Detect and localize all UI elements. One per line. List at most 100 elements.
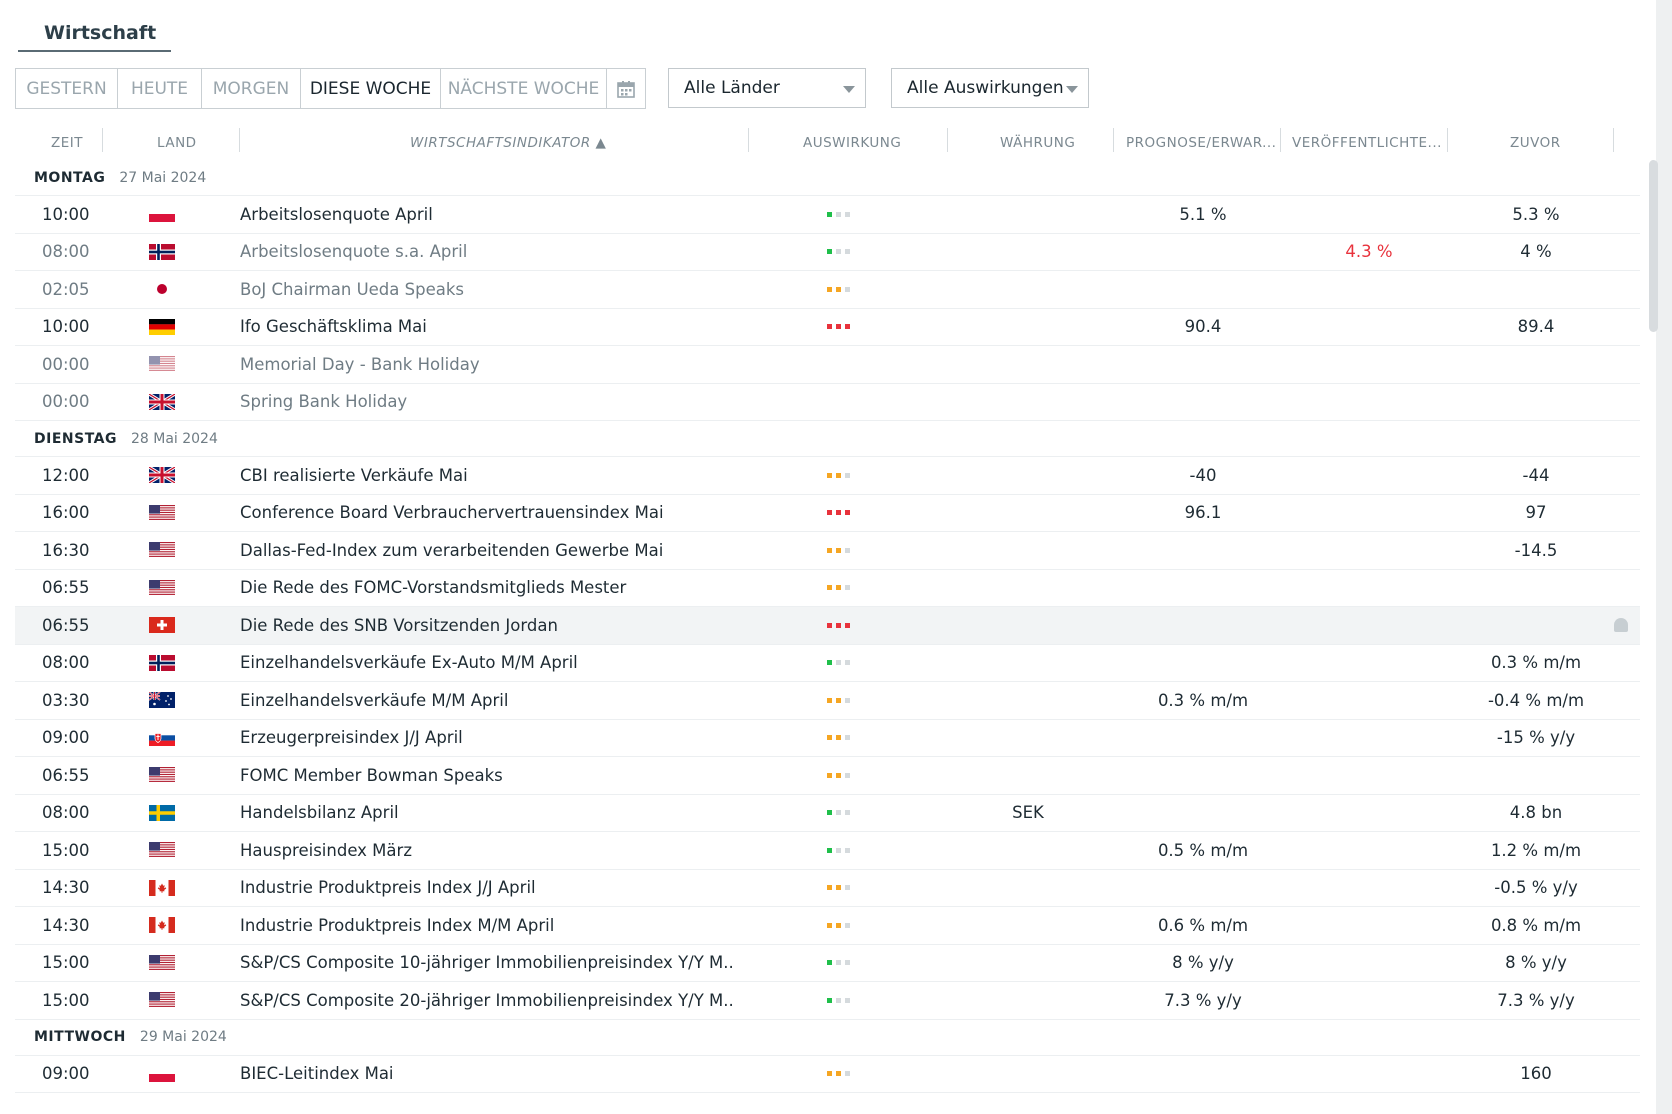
impact-dot — [836, 697, 841, 703]
col-prognose[interactable]: PROGNOSE/ERWAR... — [1126, 135, 1277, 151]
table-row[interactable]: 16:00 Conference Board Verbrauchervertrau… — [15, 495, 1640, 532]
table-row[interactable]: 10:00 Arbeitslosenquote April 5.1 % 5.3 % — [15, 196, 1640, 234]
table-row[interactable]: 15:00 Hauspreisindex März 0.5 % m/m 1.2 % m… — [15, 832, 1640, 870]
tab-diese-woche[interactable]: DIESE WOCHE — [301, 69, 441, 108]
event-currency — [973, 234, 1083, 271]
table-row[interactable]: 03:30 Einzelhandelsverkäufe M/M April 0.3 … — [15, 682, 1640, 720]
event-name[interactable]: S&P/CS Composite 10-jähriger Immobilienp… — [240, 953, 734, 973]
event-name[interactable]: S&P/CS Composite 20-jähriger Immobilienp… — [240, 990, 734, 1010]
event-previous: -14.5 — [1514, 540, 1558, 560]
impact-dots — [827, 1071, 850, 1077]
event-name[interactable]: Handelsbilanz April — [240, 803, 399, 823]
event-name[interactable]: Die Rede des FOMC-Vorstandsmitglieds Mes… — [240, 578, 627, 598]
flag-image — [149, 879, 175, 896]
event-name[interactable]: Industrie Produktpreis Index J/J April — [240, 878, 536, 898]
impact-dot — [836, 772, 841, 778]
table-row[interactable]: 06:55 Die Rede des SNB Vorsitzenden Jorda… — [15, 607, 1640, 645]
col-land[interactable]: LAND — [157, 135, 197, 151]
flag-us-icon — [149, 757, 175, 794]
flag-us-icon — [149, 346, 175, 383]
country-select-value: Alle Länder — [684, 78, 780, 98]
table-row[interactable]: 06:55 Die Rede des FOMC-Vorstandsmitglied… — [15, 570, 1640, 607]
col-veroeffentlicht[interactable]: VERÖFFENTLICHTE... — [1292, 135, 1442, 151]
day-name: DIENSTAG — [34, 430, 117, 447]
impact-select[interactable]: Alle Auswirkungen — [891, 68, 1089, 108]
impact-dot — [836, 960, 841, 966]
event-time: 08:00 — [42, 803, 90, 823]
event-time: 14:30 — [42, 915, 90, 935]
table-row[interactable]: 00:00 Spring Bank Holiday — [15, 384, 1640, 421]
flag-us-icon — [149, 982, 175, 1019]
impact-dot — [836, 885, 841, 891]
right-edge-bar — [1656, 0, 1672, 1114]
impact-indicator — [827, 870, 850, 907]
event-name[interactable]: Einzelhandelsverkäufe Ex-Auto M/M April — [240, 653, 578, 673]
event-previous: -44 — [1522, 465, 1550, 485]
bell-icon[interactable] — [1614, 618, 1628, 632]
impact-dots — [827, 547, 850, 553]
impact-dot — [827, 211, 832, 217]
event-name[interactable]: Die Rede des SNB Vorsitzenden Jordan — [240, 615, 558, 635]
tab-gestern[interactable]: GESTERN — [16, 69, 118, 108]
table-row[interactable]: 08:00 Arbeitslosenquote s.a. April 4.3 % 4 … — [15, 234, 1640, 271]
event-forecast: 96.1 — [1184, 503, 1222, 523]
table-row[interactable]: 02:05 BoJ Chairman Ueda Speaks — [15, 271, 1640, 309]
event-name[interactable]: Ifo Geschäftsklima Mai — [240, 317, 427, 337]
table-row[interactable]: 10:00 Ifo Geschäftsklima Mai 90.4 89.4 — [15, 309, 1640, 346]
flag-us-icon — [149, 570, 175, 607]
event-name[interactable]: FOMC Member Bowman Speaks — [240, 765, 503, 785]
event-name[interactable]: Erzeugerpreisindex J/J April — [240, 728, 463, 748]
event-name[interactable]: Industrie Produktpreis Index M/M April — [240, 915, 555, 935]
tab-naechste-woche[interactable]: NÄCHSTE WOCHE — [441, 69, 607, 108]
table-row[interactable]: 09:00 Erzeugerpreisindex J/J April -15 % y… — [15, 720, 1640, 757]
flag-au-icon — [149, 682, 175, 719]
impact-dots — [827, 472, 850, 478]
flag-ca-icon — [149, 907, 175, 944]
table-row[interactable]: 14:30 Industrie Produktpreis Index M/M Ap… — [15, 907, 1640, 945]
table-row[interactable]: 14:30 Industrie Produktpreis Index J/J Ap… — [15, 870, 1640, 907]
impact-indicator — [827, 607, 850, 644]
table-row[interactable]: 00:00 Memorial Day - Bank Holiday — [15, 346, 1640, 384]
table-row[interactable]: 12:00 CBI realisierte Verkäufe Mai -40 -44 — [15, 457, 1640, 495]
table-row[interactable]: 16:30 Dallas-Fed-Index zum verarbeitenden… — [15, 532, 1640, 570]
table-row[interactable]: 09:00 BIEC-Leitindex Mai 160 — [15, 1056, 1640, 1093]
table-row[interactable]: 15:00 S&P/CS Composite 10-jähriger Immobi… — [15, 945, 1640, 982]
event-forecast — [1125, 1056, 1281, 1093]
day-date: 27 Mai 2024 — [119, 169, 207, 186]
event-name[interactable]: Arbeitslosenquote s.a. April — [240, 242, 468, 262]
event-name[interactable]: Memorial Day - Bank Holiday — [240, 354, 480, 374]
scrollbar-thumb[interactable] — [1649, 160, 1658, 332]
impact-indicator — [827, 645, 850, 682]
event-name[interactable]: Arbeitslosenquote April — [240, 204, 433, 224]
col-zuvor[interactable]: ZUVOR — [1510, 135, 1561, 151]
impact-dot — [845, 885, 850, 891]
impact-dot — [845, 622, 850, 628]
event-name[interactable]: Spring Bank Holiday — [240, 392, 408, 412]
col-auswirkung[interactable]: AUSWIRKUNG — [803, 135, 902, 151]
tab-heute[interactable]: HEUTE — [118, 69, 202, 108]
event-name[interactable]: Einzelhandelsverkäufe M/M April — [240, 690, 509, 710]
event-forecast: 5.1 % — [1179, 204, 1227, 224]
event-name[interactable]: Conference Board Verbrauchervertrauensin… — [240, 503, 664, 523]
table-row[interactable]: 06:55 FOMC Member Bowman Speaks — [15, 757, 1640, 795]
impact-indicator — [827, 682, 850, 719]
tab-morgen[interactable]: MORGEN — [202, 69, 301, 108]
impact-dot — [845, 362, 850, 367]
impact-dot — [836, 547, 841, 553]
event-name[interactable]: BIEC-Leitindex Mai — [240, 1064, 394, 1084]
event-name[interactable]: CBI realisierte Verkäufe Mai — [240, 465, 468, 485]
col-waehrung[interactable]: WÄHRUNG — [1000, 135, 1076, 151]
event-name[interactable]: Hauspreisindex März — [240, 840, 412, 860]
table-row[interactable]: 15:00 S&P/CS Composite 20-jähriger Immobi… — [15, 982, 1640, 1020]
table-row[interactable]: 08:00 Einzelhandelsverkäufe Ex-Auto M/M A… — [15, 645, 1640, 682]
country-select[interactable]: Alle Länder — [668, 68, 866, 108]
col-wirtschaftsindikator[interactable]: WIRTSCHAFTSINDIKATOR ▲ — [410, 135, 607, 151]
event-name[interactable]: Dallas-Fed-Index zum verarbeitenden Gewe… — [240, 540, 664, 560]
impact-dot — [845, 847, 850, 853]
event-name[interactable]: BoJ Chairman Ueda Speaks — [240, 279, 464, 299]
calendar-button[interactable] — [607, 69, 645, 108]
impact-dot — [827, 735, 832, 741]
event-actual — [1291, 795, 1447, 832]
col-zeit[interactable]: ZEIT — [51, 135, 84, 151]
table-row[interactable]: 08:00 Handelsbilanz April SEK 4.8 bn — [15, 795, 1640, 832]
